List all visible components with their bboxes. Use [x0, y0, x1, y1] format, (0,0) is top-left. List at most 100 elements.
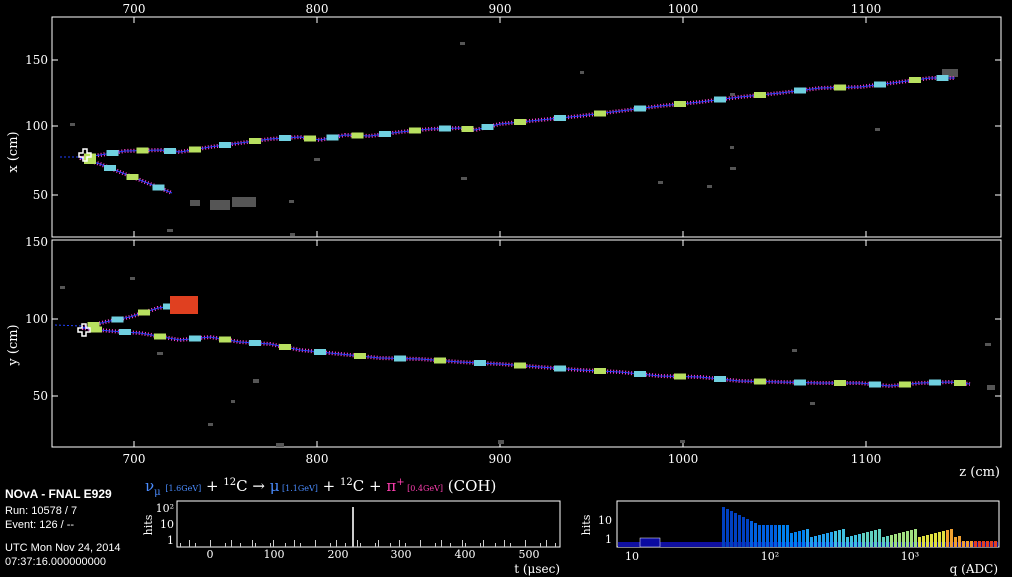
top-y-tick-50: 50: [33, 188, 48, 202]
top-muon-cell: [554, 115, 566, 121]
time-bar: [252, 540, 253, 547]
top-muon-cell: [461, 126, 474, 132]
charge-bar: [918, 537, 921, 547]
side-muon-cell: [314, 349, 326, 355]
top-y-tick-150: 150: [25, 53, 48, 67]
time-hist-xtick-400: 400: [455, 548, 476, 561]
top-muon-cell: [326, 134, 339, 141]
time-bar: [462, 540, 463, 547]
time-bar: [495, 543, 496, 547]
charge-bar: [926, 535, 929, 547]
top-muon-cell: [514, 119, 526, 125]
time-bar: [510, 543, 511, 547]
side-muon-cell: [554, 365, 566, 372]
neutrino-energy: [1.6GeV]: [165, 484, 202, 493]
charge-bar: [802, 530, 805, 547]
charge-hist-bars: [618, 507, 998, 548]
top-muon-cell: [874, 81, 886, 88]
side-muon-cell: [754, 378, 766, 385]
plus-sign-1: +: [201, 477, 224, 495]
side-y-tick-labels: 150 100 50: [25, 235, 48, 403]
charge-bar: [882, 537, 885, 547]
top-muon-cell: [634, 105, 646, 112]
time-bar: [360, 543, 361, 547]
top-muon-cell: [481, 124, 494, 130]
time-hist-xtick-500: 500: [519, 548, 540, 561]
charge-bar: [850, 536, 853, 547]
top-muon-cell: [279, 135, 291, 141]
top-pion-cell: [126, 174, 139, 180]
charge-bar: [990, 541, 993, 547]
charge-bar: [818, 535, 821, 547]
charge-bar: [878, 529, 881, 547]
side-x-tick-900: 900: [489, 452, 512, 466]
charge-bar: [738, 515, 741, 547]
charge-bar: [906, 531, 909, 547]
time-bar: [231, 540, 232, 547]
time-hist-bars: [180, 507, 556, 547]
side-energy-deposit: [170, 296, 198, 314]
charge-bar: [758, 525, 761, 547]
side-pion-cell: [138, 309, 150, 316]
top-view-frame: [51, 16, 1002, 238]
side-muon-cell: [434, 357, 446, 364]
top-muon-cell: [379, 131, 391, 137]
charge-bar: [994, 541, 997, 547]
time-bar: [294, 540, 295, 547]
charge-bar: [794, 532, 797, 547]
charge-hist-xtick-10: 10: [625, 550, 639, 563]
time-bar: [525, 540, 526, 547]
charge-bar: [866, 532, 869, 547]
top-axis-ticks: [52, 17, 1001, 447]
time-bar: [546, 540, 547, 547]
time-hist-ylabel: hits: [142, 514, 155, 535]
charge-bar: [766, 525, 769, 547]
charge-bar: [870, 531, 873, 547]
carbon-plus: C +: [352, 477, 387, 495]
pion-energy: [0.4GeV]: [404, 484, 443, 493]
time-bar: [540, 543, 541, 547]
time-bar: [555, 543, 556, 547]
charge-bar: [958, 536, 961, 547]
time-bar: [420, 540, 421, 547]
side-muon-cell: [634, 371, 646, 377]
time-bar: [483, 540, 484, 547]
charge-bar: [970, 541, 973, 547]
side-muon-cell: [514, 362, 526, 369]
side-muon-cell: [594, 368, 606, 374]
charge-bar: [910, 530, 913, 547]
top-muon-cell: [164, 148, 176, 154]
time-bar: [357, 540, 358, 547]
top-muon-cell: [936, 75, 949, 81]
charge-bar: [914, 529, 917, 547]
charge-bar: [862, 533, 865, 547]
time-hist-ytick-10: 10: [160, 518, 174, 531]
charge-bar: [930, 534, 933, 547]
charge-bar: [954, 537, 957, 547]
charge-bar: [762, 525, 765, 547]
charge-bar: [874, 530, 877, 547]
top-muon-cell: [834, 84, 846, 91]
muon-energy: [1.1GeV]: [279, 484, 318, 493]
side-muon-cell: [189, 335, 201, 342]
top-muon-hits: [79, 76, 955, 160]
side-y-tick-50: 50: [33, 389, 48, 403]
plus-sign-2: +: [317, 477, 340, 495]
charge-bar: [838, 530, 841, 547]
time-bar: [336, 540, 337, 547]
side-y-tick-150: 150: [25, 235, 48, 249]
side-view-ylabel: y (cm): [6, 324, 21, 366]
top-muon-cell: [409, 127, 421, 134]
charge-bar: [814, 536, 817, 547]
time-bar: [195, 543, 196, 547]
event-date: UTC Mon Nov 24, 2014: [5, 542, 121, 554]
top-muon-cell: [594, 110, 606, 117]
charge-bar: [830, 532, 833, 547]
top-muon-cell: [754, 92, 766, 98]
time-bar: [270, 543, 271, 547]
top-x-tick-900: 900: [489, 2, 512, 16]
noise-hits-top: [70, 42, 958, 236]
charge-hist-xtick-100: 10²: [761, 550, 779, 563]
time-bar: [405, 543, 406, 547]
time-hist-labels: hits 10² 10 1 0 100 200 300 400 500 t (μ…: [142, 502, 560, 576]
